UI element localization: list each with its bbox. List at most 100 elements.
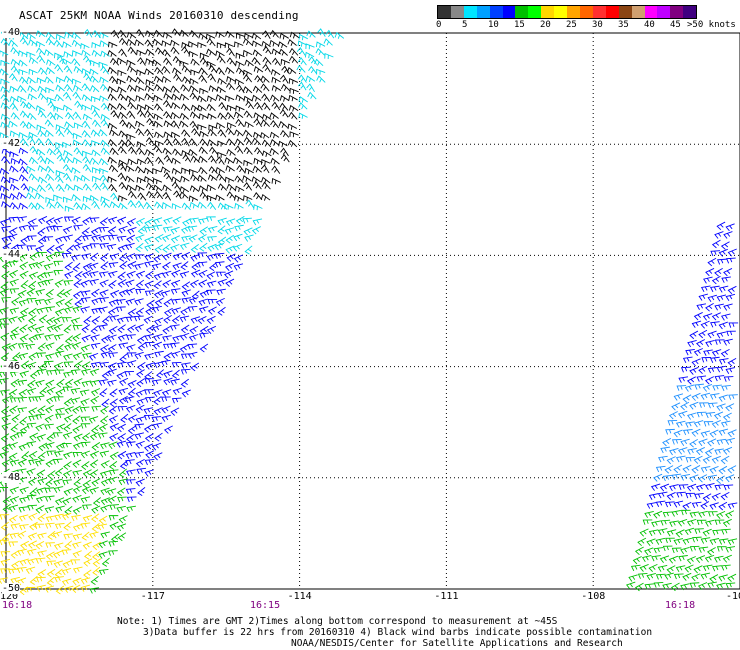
wind-barb <box>89 75 99 83</box>
wind-barb <box>117 86 127 94</box>
wind-barb <box>8 388 18 398</box>
wind-barb <box>125 459 135 466</box>
wind-barb <box>153 29 163 38</box>
wind-barb <box>11 296 20 306</box>
wind-barb <box>72 442 83 450</box>
wind-barb <box>73 224 83 231</box>
wind-barb <box>215 297 225 306</box>
wind-barb <box>72 425 82 434</box>
wind-barb <box>716 546 727 552</box>
wind-barb <box>35 540 45 550</box>
wind-barb <box>108 469 119 476</box>
wind-barb <box>712 565 722 572</box>
wind-barb <box>226 148 236 156</box>
wind-barb <box>126 352 137 358</box>
wind-barb <box>82 515 93 523</box>
wind-barb <box>244 234 254 242</box>
wind-barb <box>709 502 719 510</box>
wind-barb <box>298 33 308 41</box>
wind-barb <box>252 218 263 226</box>
wind-barb <box>288 94 298 102</box>
wind-barb <box>19 333 29 343</box>
wind-barb <box>88 352 99 361</box>
wind-barb <box>62 451 73 460</box>
wind-barb <box>714 375 725 382</box>
wind-barb <box>135 165 145 174</box>
wind-barb <box>26 192 36 200</box>
wind-barb <box>232 243 243 252</box>
wind-barb <box>43 279 54 286</box>
wind-barb <box>127 101 137 110</box>
wind-barb <box>64 121 74 129</box>
wind-barb <box>118 289 128 298</box>
wind-barb <box>135 184 145 192</box>
wind-barb <box>54 576 64 583</box>
wind-barb <box>226 253 236 262</box>
wind-barb <box>73 242 83 251</box>
wind-barb <box>9 371 20 378</box>
wind-barb <box>119 260 128 270</box>
wind-barb <box>206 289 216 296</box>
wind-barb <box>35 413 46 420</box>
wind-barb <box>28 512 38 521</box>
wind-barb <box>72 306 82 314</box>
wind-barb <box>64 183 74 191</box>
wind-barb <box>261 102 271 111</box>
wind-barb <box>707 257 717 267</box>
wind-barb <box>63 361 74 368</box>
wind-barb <box>19 138 29 147</box>
wind-barb <box>37 569 47 578</box>
wind-barb <box>44 157 55 165</box>
wind-barb <box>134 263 144 270</box>
wind-barb <box>98 551 108 559</box>
wind-barb <box>63 397 73 407</box>
wind-barb <box>10 523 21 530</box>
wind-barb <box>225 165 235 172</box>
wind-barb <box>243 110 253 119</box>
wind-barb <box>45 31 55 40</box>
wind-barb <box>207 306 217 315</box>
wind-barb <box>233 254 244 263</box>
wind-barb <box>678 555 688 562</box>
wind-barb <box>36 584 46 592</box>
wind-barb <box>36 576 46 583</box>
wind-barb <box>144 68 154 76</box>
wind-barb <box>118 202 128 210</box>
wind-barb <box>723 338 733 346</box>
wind-barb <box>171 269 181 278</box>
wind-barb <box>682 572 692 581</box>
wind-barb <box>180 84 190 92</box>
wind-barb <box>108 326 118 335</box>
wind-barb <box>630 564 641 572</box>
wind-barb <box>120 413 129 423</box>
wind-barb <box>307 91 317 100</box>
wind-barb <box>91 442 101 451</box>
wind-barb <box>81 361 91 370</box>
wind-barb <box>667 420 678 426</box>
wind-barb <box>72 290 82 300</box>
wind-barb <box>125 451 136 459</box>
wind-barb <box>646 538 656 547</box>
wind-barb <box>655 537 666 545</box>
wind-barb <box>45 196 55 203</box>
wind-barb <box>125 316 136 323</box>
wind-barb <box>11 413 20 423</box>
wind-barb <box>225 127 235 136</box>
wind-barb <box>100 83 110 92</box>
wind-barb <box>694 383 704 390</box>
wind-barb <box>252 49 263 57</box>
wind-barb <box>47 470 56 480</box>
wind-barb <box>46 201 56 209</box>
wind-barb <box>135 478 145 487</box>
wind-barb <box>151 379 162 386</box>
wind-barb <box>696 375 707 382</box>
wind-barb <box>117 29 127 38</box>
wind-barb <box>270 119 280 129</box>
wind-barb <box>226 47 235 57</box>
wind-barb <box>680 474 691 481</box>
wind-barb <box>81 68 91 75</box>
wind-barb <box>235 94 245 102</box>
wind-barb <box>728 322 739 328</box>
wind-barb <box>71 514 81 522</box>
wind-barb <box>28 450 38 460</box>
